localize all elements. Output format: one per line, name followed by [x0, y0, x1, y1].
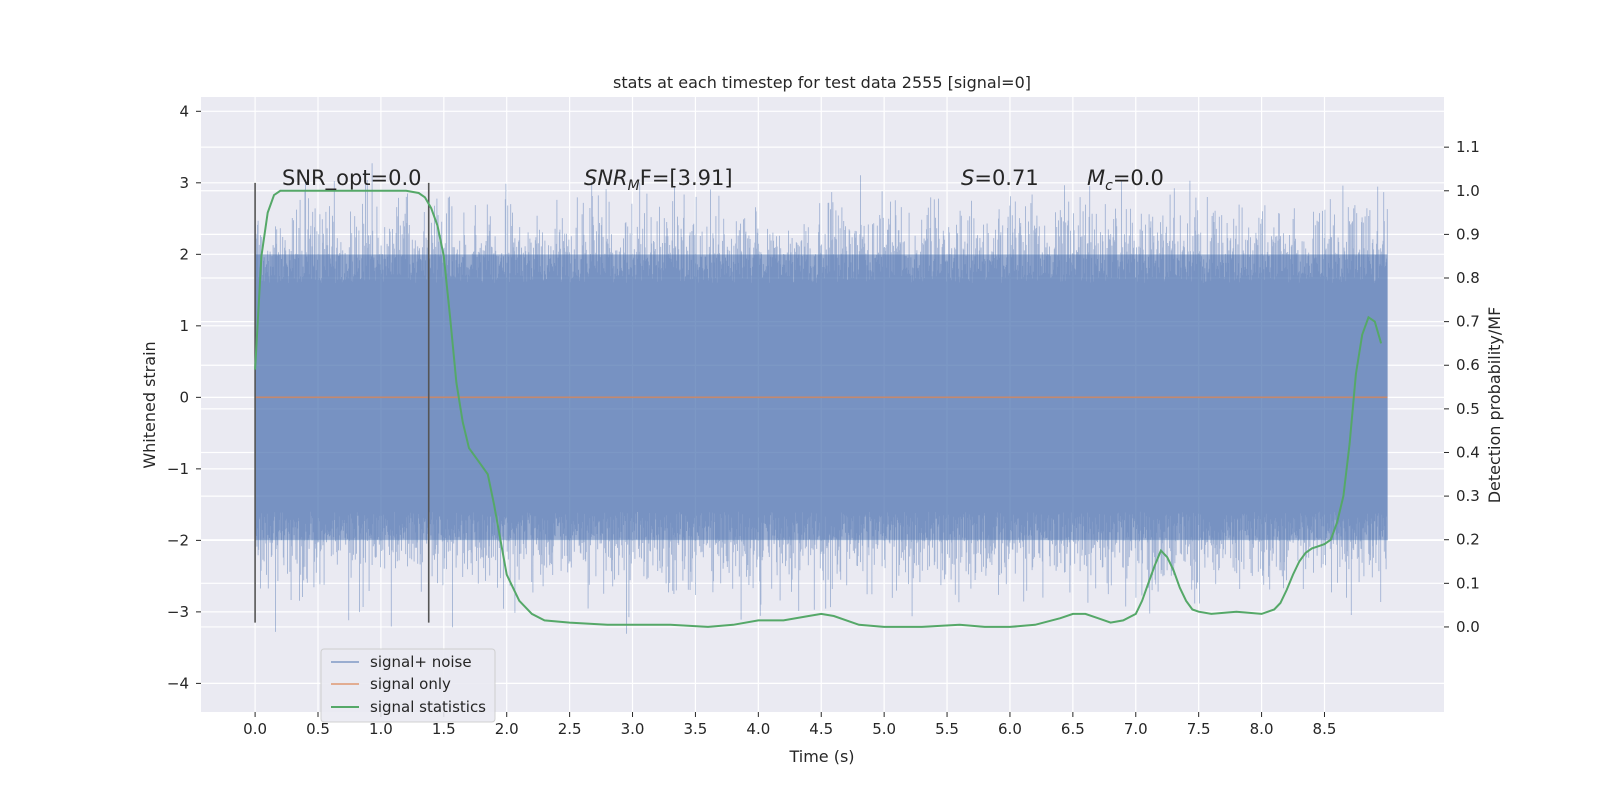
x-tick-label: 1.0	[369, 720, 393, 738]
y-tick-label: 4	[179, 102, 189, 120]
y-tick-label: 0	[179, 388, 189, 406]
x-tick-label: 0.0	[243, 720, 267, 738]
y2-tick-label: 1.1	[1456, 138, 1480, 156]
y2-tick-label: 0.8	[1456, 269, 1480, 287]
y2-tick-label: 0.3	[1456, 487, 1480, 505]
annotation-snr-mf: SNRMF=[3.91]	[584, 166, 733, 194]
x-tick-label: 0.5	[306, 720, 330, 738]
y2-tick-label: 0.5	[1456, 400, 1480, 418]
y-tick-label: −4	[167, 674, 189, 692]
y2-axis-label: Detection probability/MF	[1485, 307, 1504, 504]
y-tick-label: 3	[179, 174, 189, 192]
annotation-snr-opt: SNR_opt=0.0	[282, 166, 422, 191]
y2-tick-label: 0.4	[1456, 443, 1480, 461]
y2-tick-label: 1.0	[1456, 182, 1480, 200]
legend-box	[320, 648, 496, 723]
y2-tick-label: 0.0	[1456, 618, 1480, 636]
legend-label-noise: signal+ noise	[370, 653, 472, 671]
annotation-s: S=0.71	[961, 166, 1039, 190]
legend-label-signal-only: signal only	[370, 675, 451, 693]
y2-tick-label: 0.9	[1456, 225, 1480, 243]
y2-axis-ticks: 1.1 1.0 0.9 0.8 0.7 0.6 0.5 0.4 0.3 0.2 0.1 0.0	[1444, 138, 1480, 636]
y2-tick-label: 0.7	[1456, 313, 1480, 331]
y2-tick-label: 0.2	[1456, 531, 1480, 549]
signal-statistics-series	[254, 189, 1383, 628]
x-tick-label: 6.5	[1061, 720, 1085, 738]
legend-label-statistics: signal statistics	[370, 698, 486, 716]
x-axis-ticks: 0.0 0.5 1.0 1.5 2.0 2.5 3.0 3.5 4.0 4.5 5.0 5.5 6.0 6…	[243, 712, 1336, 738]
x-tick-label: 7.5	[1187, 720, 1211, 738]
chart-title: stats at each timestep for test data 255…	[613, 73, 1031, 92]
x-tick-label: 2.5	[558, 720, 582, 738]
x-axis-label: Time (s)	[788, 747, 854, 766]
y-tick-label: −2	[167, 531, 189, 549]
vertical-markers	[254, 182, 430, 623]
x-tick-label: 4.5	[809, 720, 833, 738]
x-tick-label: 4.0	[746, 720, 770, 738]
y-tick-label: 1	[179, 317, 189, 335]
x-tick-label: 8.0	[1250, 720, 1274, 738]
x-tick-label: 6.0	[998, 720, 1022, 738]
x-tick-label: 8.5	[1313, 720, 1337, 738]
y-tick-label: −1	[167, 460, 189, 478]
y-tick-label: −3	[167, 603, 189, 621]
x-tick-label: 7.0	[1124, 720, 1148, 738]
y2-tick-label: 0.6	[1456, 356, 1480, 374]
x-tick-label: 5.5	[935, 720, 959, 738]
x-tick-label: 3.5	[684, 720, 708, 738]
legend: signal+ noise signal only signal statist…	[320, 648, 496, 723]
x-tick-label: 5.0	[872, 720, 896, 738]
x-tick-label: 1.5	[432, 720, 456, 738]
x-tick-label: 2.0	[495, 720, 519, 738]
y-axis-label: Whitened strain	[140, 341, 159, 468]
annotation-mc: Mc=0.0	[1087, 166, 1164, 194]
y-axis-ticks: 4 3 2 1 0 −1 −2 −3 −4	[167, 102, 201, 692]
y2-tick-label: 0.1	[1456, 574, 1480, 592]
y-tick-label: 2	[179, 245, 189, 263]
x-tick-label: 3.0	[621, 720, 645, 738]
